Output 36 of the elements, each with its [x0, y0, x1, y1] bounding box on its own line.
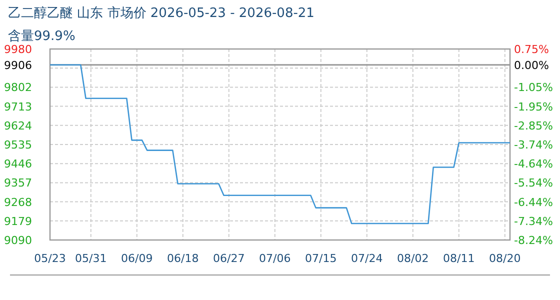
x-tick-label: 07/15: [305, 252, 337, 265]
chart-title: 乙二醇乙醚 山东 市场价 2026-05-23 - 2026-08-21: [8, 6, 314, 21]
y-tick-label: 9179: [4, 214, 32, 228]
y2-tick-label: 0.00%: [514, 58, 549, 72]
y2-tick-label: -2.85%: [514, 119, 553, 132]
y2-tick-label: -1.95%: [514, 100, 553, 114]
y-tick-label: 9357: [4, 176, 32, 190]
chart-subtitle: 含量99.9%: [8, 29, 76, 44]
y2-tick-label: -6.44%: [514, 196, 553, 209]
x-tick-label: 06/09: [121, 252, 153, 265]
y2-tick-label: 0.75%: [514, 43, 549, 56]
x-tick-label: 08/20: [489, 252, 521, 265]
y2-tick-label: -7.34%: [514, 214, 553, 228]
y-tick-label: 9980: [4, 43, 32, 56]
y-tick-label: 9268: [4, 196, 32, 209]
y2-tick-label: -5.54%: [514, 176, 553, 190]
x-tick-label: 06/27: [213, 252, 245, 265]
y-tick-label: 9446: [4, 158, 32, 171]
x-tick-label: 05/31: [75, 252, 107, 265]
x-tick-label: 06/18: [167, 252, 199, 265]
x-tick-label: 07/24: [351, 252, 383, 265]
line-series: [49, 64, 511, 224]
y-tick-label: 9713: [4, 100, 32, 114]
y-tick-label: 9090: [4, 234, 32, 247]
x-tick-label: 08/02: [397, 252, 429, 265]
x-tick-label: 07/06: [259, 252, 291, 265]
x-tick-label: 05/23: [34, 252, 66, 265]
y2-tick-label: -4.64%: [514, 158, 553, 171]
y-tick-label: 9535: [4, 138, 32, 152]
y2-tick-label: -3.74%: [514, 138, 553, 152]
y2-tick-label: -8.24%: [514, 234, 553, 247]
x-tick-label: 08/11: [443, 252, 475, 265]
y2-tick-label: -1.05%: [514, 81, 553, 94]
ref-line-label: 9906: [4, 58, 32, 72]
y-tick-label: 9802: [4, 81, 32, 94]
y-tick-label: 9624: [4, 119, 32, 132]
